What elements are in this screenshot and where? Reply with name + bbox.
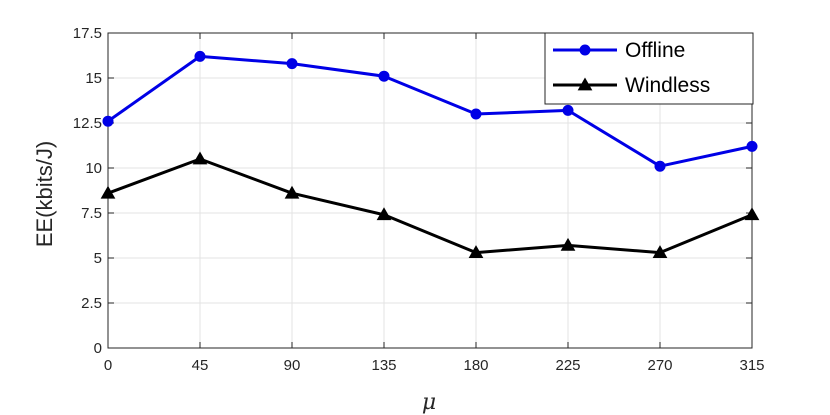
data-point-offline [746, 140, 758, 152]
x-tick-label: 0 [104, 357, 112, 374]
legend-item-offline: Offline [553, 39, 685, 62]
data-point-offline [654, 160, 666, 172]
legend-marker-windless [577, 77, 593, 91]
x-tick-label: 45 [192, 357, 209, 374]
data-point-windless [192, 151, 208, 165]
data-point-offline [470, 108, 482, 120]
x-tick-label: 135 [371, 357, 396, 374]
data-point-windless [284, 185, 300, 199]
y-tick-label: 15 [85, 70, 102, 87]
data-point-offline [562, 104, 574, 116]
legend-box [544, 32, 754, 105]
y-tick-label: 7.5 [81, 205, 102, 222]
x-tick-label: 270 [647, 357, 672, 374]
y-tick-label: 5 [94, 250, 102, 267]
y-axis-title: EE(kbits/J) [32, 141, 57, 247]
y-tick-label: 12.5 [73, 115, 102, 132]
series-line-offline [107, 54, 753, 168]
legend: Offline Windless [544, 32, 754, 105]
y-tick-label: 10 [85, 160, 102, 177]
data-point-windless [376, 207, 392, 221]
x-tick-label: 90 [284, 357, 301, 374]
data-point-windless [560, 237, 576, 251]
x-tick-label: 180 [463, 357, 488, 374]
series-layer [100, 50, 760, 258]
y-tick-label: 17.5 [73, 25, 102, 42]
y-axis-ticks: 0 2.5 5 7.5 10 12.5 15 17.5 [73, 25, 752, 357]
series-offline [102, 50, 758, 172]
x-axis-ticks: 0 45 90 135 180 225 270 315 [104, 33, 765, 374]
data-point-windless [100, 185, 116, 199]
legend-label-offline: Offline [625, 39, 685, 62]
x-tick-label: 315 [739, 357, 764, 374]
x-axis-title: μ [422, 390, 436, 415]
y-tick-label: 0 [94, 340, 102, 357]
data-point-windless [652, 245, 668, 258]
y-tick-label: 2.5 [81, 295, 102, 312]
series-windless [100, 151, 760, 258]
legend-label-windless: Windless [625, 74, 710, 97]
legend-item-windless: Windless [553, 74, 710, 97]
data-point-offline [378, 70, 390, 82]
data-point-windless [468, 245, 484, 258]
legend-marker-offline [579, 44, 591, 56]
data-point-windless [744, 207, 760, 221]
x-tick-label: 225 [555, 357, 580, 374]
grid-lines [107, 32, 753, 349]
data-point-offline [102, 115, 114, 127]
series-line-windless [107, 157, 753, 255]
data-point-offline [194, 50, 206, 62]
data-point-offline [286, 58, 298, 70]
